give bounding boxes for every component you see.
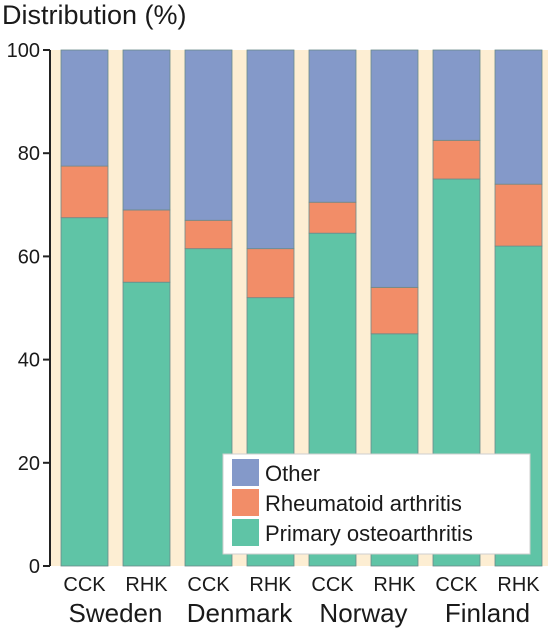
bar-rheumatoid-arthritis-1	[60, 165, 109, 219]
group-label-sweden: Sweden	[69, 598, 163, 628]
bar-other-7	[432, 49, 481, 141]
y-axis-label: Distribution (%)	[2, 0, 187, 30]
legend-label-other: Other	[265, 461, 320, 486]
bar-rheumatoid-arthritis-2	[122, 209, 171, 283]
y-axis: 0 20 40 60 80 100	[7, 40, 51, 578]
legend-swatch-rheumatoid-arthritis	[232, 489, 259, 516]
x-tick-label-1: CCK	[63, 574, 106, 596]
y-tick-label-80: 80	[18, 143, 40, 165]
legend-label-primary-osteoarthritis: Primary osteoarthritis	[265, 521, 473, 546]
y-tick-label-20: 20	[18, 453, 40, 475]
group-label-finland: Finland	[445, 598, 530, 628]
y-tick-label-100: 100	[7, 40, 40, 62]
y-tick-label-60: 60	[18, 246, 40, 268]
group-label-norway: Norway	[319, 598, 407, 628]
x-tick-label-3: CCK	[187, 574, 230, 596]
bar-primary-osteoarthritis-2	[122, 281, 171, 567]
bar-rheumatoid-arthritis-8	[494, 183, 543, 247]
x-tick-label-2: RHK	[125, 574, 168, 596]
y-tick-label-40: 40	[18, 350, 40, 372]
bar-other-1	[60, 49, 109, 167]
bar-rheumatoid-arthritis-4	[246, 248, 295, 299]
group-label-denmark: Denmark	[187, 598, 293, 628]
legend-box	[222, 453, 531, 555]
bar-rheumatoid-arthritis-6	[370, 286, 419, 335]
x-tick-label-5: CCK	[311, 574, 354, 596]
x-tick-label-8: RHK	[497, 574, 540, 596]
bar-other-3	[184, 49, 233, 221]
legend-label-rheumatoid-arthritis: Rheumatoid arthritis	[265, 491, 462, 516]
legend-swatch-other	[232, 459, 259, 486]
bar-other-6	[370, 49, 419, 288]
bar-rheumatoid-arthritis-3	[184, 219, 233, 250]
bar-other-5	[308, 49, 357, 203]
x-tick-label-7: CCK	[435, 574, 478, 596]
bar-rheumatoid-arthritis-7	[432, 139, 481, 180]
legend: Other Rheumatoid arthritis Primary osteoar…	[222, 453, 531, 555]
x-tick-label-6: RHK	[373, 574, 416, 596]
bar-other-2	[122, 49, 171, 211]
bar-primary-osteoarthritis-1	[60, 217, 109, 567]
legend-swatch-primary-osteoarthritis	[232, 519, 259, 546]
bar-other-8	[494, 49, 543, 185]
bar-rheumatoid-arthritis-5	[308, 201, 357, 234]
x-tick-label-4: RHK	[249, 574, 292, 596]
bar-other-4	[246, 49, 295, 250]
y-tick-label-0: 0	[29, 556, 40, 578]
